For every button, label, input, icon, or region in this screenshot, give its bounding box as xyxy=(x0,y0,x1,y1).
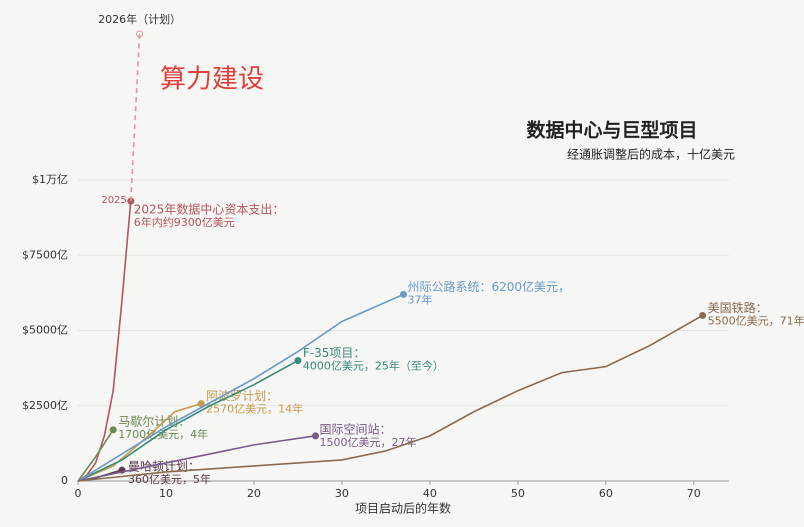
x-tick-label: 0 xyxy=(75,487,82,500)
annotation: 1500亿美元，27年 xyxy=(320,435,417,449)
annotation: 州际公路系统：6200亿美元， xyxy=(408,279,571,294)
x-axis-label: 项目启动后的年数 xyxy=(355,501,451,516)
series-line xyxy=(77,429,114,482)
series-line xyxy=(77,293,404,482)
end-point xyxy=(294,357,302,365)
annotation: 2025年数据中心资本支出： xyxy=(134,202,285,217)
annotation: 360亿美元，5年 xyxy=(128,472,211,486)
y-tick-label: $1万亿 xyxy=(32,173,68,186)
annotation: 1700亿美元，4年 xyxy=(118,427,208,441)
series-line xyxy=(77,435,316,482)
annotation: 2570亿美元，14年 xyxy=(206,402,303,416)
annotation: 阿波罗计划： xyxy=(206,389,278,403)
annotation: 美国铁路： xyxy=(708,300,768,315)
annotation: 5500亿美元，71年 xyxy=(708,313,804,327)
end-point xyxy=(136,30,144,38)
annotation: 6年内约9300亿美元 xyxy=(134,215,235,229)
y-tick-label: $2500亿 xyxy=(22,399,68,412)
x-tick-label: 60 xyxy=(599,487,613,500)
series-line xyxy=(129,33,141,202)
x-tick-label: 70 xyxy=(687,487,701,500)
overlay-text: 算力建设 xyxy=(160,65,264,95)
chart-subtitle: 经通胀调整后的成本，十亿美元 xyxy=(567,147,735,162)
end-point xyxy=(400,290,407,298)
point-label: 2026年（计划） xyxy=(98,12,181,26)
annotation: F-35项目： xyxy=(303,346,366,360)
series-line xyxy=(77,359,299,482)
end-point xyxy=(197,400,205,408)
x-tick-label: 50 xyxy=(511,487,525,500)
end-point xyxy=(699,311,707,319)
x-tick-label: 40 xyxy=(423,487,437,500)
series-line xyxy=(77,314,704,482)
y-tick-label: 0 xyxy=(61,474,68,487)
annotation: 马歇尔计划： xyxy=(118,413,190,428)
chart-title: 数据中心与巨型项目 xyxy=(526,119,697,142)
y-tick-label: $7500亿 xyxy=(22,248,68,261)
point-label: 2025 xyxy=(101,195,126,206)
end-point xyxy=(312,432,320,440)
annotation: 37年 xyxy=(408,292,433,306)
end-point xyxy=(109,426,117,434)
annotation: 4000亿美元，25年（至今） xyxy=(303,359,444,373)
series-line xyxy=(77,402,202,482)
annotation: 国际空间站： xyxy=(320,422,392,436)
x-tick-label: 30 xyxy=(335,487,349,500)
x-tick-label: 10 xyxy=(159,487,173,500)
y-tick-label: $5000亿 xyxy=(22,324,68,337)
x-tick-label: 20 xyxy=(247,487,261,500)
